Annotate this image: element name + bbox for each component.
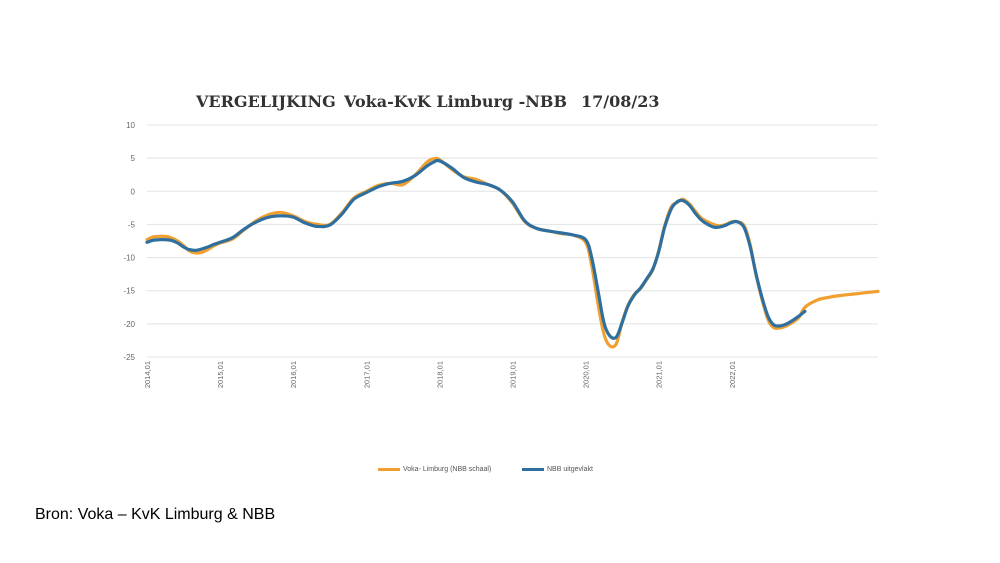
legend-label-nbb: NBB uitgevlakt — [547, 466, 593, 473]
y-tick-label: -20 — [123, 320, 135, 329]
chart-title-part-3: 17/08/23 — [581, 92, 660, 111]
y-tick-label: -15 — [123, 287, 135, 296]
series-line-nbb-uitgevlakt — [145, 158, 807, 340]
x-tick-labels: 2014,01 2015,01 2016,01 2017,01 2018,01 2019,… — [143, 361, 737, 388]
y-tick-label: -5 — [128, 220, 136, 229]
legend-item-nbb: NBB uitgevlakt — [522, 466, 593, 473]
chart-title-part-2: Voka-KvK Limburg -NBB — [344, 92, 567, 111]
x-tick-label: 2022,01 — [728, 361, 737, 388]
y-tick-label: 5 — [131, 154, 136, 163]
gridlines — [147, 124, 878, 358]
x-tick-label: 2014,01 — [143, 361, 152, 388]
y-tick-label: 0 — [131, 187, 136, 196]
x-tick-label: 2021,01 — [655, 361, 664, 388]
x-tick-label: 2016,01 — [289, 361, 298, 388]
y-tick-labels: 10 5 0 -5 -10 -15 -20 -25 — [123, 121, 135, 362]
legend-swatch-voka — [378, 468, 400, 471]
x-tick-label: 2020,01 — [582, 361, 591, 388]
x-tick-label: 2017,01 — [362, 361, 371, 388]
legend-swatch-nbb — [522, 468, 544, 471]
y-tick-label: 10 — [126, 121, 135, 130]
legend-label-voka: Voka- Limburg (NBB schaal) — [403, 466, 492, 473]
y-tick-label: -25 — [123, 353, 135, 362]
source-note: Bron: Voka – KvK Limburg & NBB — [35, 506, 276, 523]
x-tick-label: 2018,01 — [435, 361, 444, 388]
chart-title-part-1: VERGELIJKING — [196, 92, 336, 111]
series-lines — [145, 156, 880, 349]
y-tick-label: -10 — [123, 254, 135, 263]
x-tick-label: 2015,01 — [216, 361, 225, 388]
x-tick-label: 2019,01 — [509, 361, 518, 388]
legend-item-voka: Voka- Limburg (NBB schaal) — [378, 466, 491, 473]
